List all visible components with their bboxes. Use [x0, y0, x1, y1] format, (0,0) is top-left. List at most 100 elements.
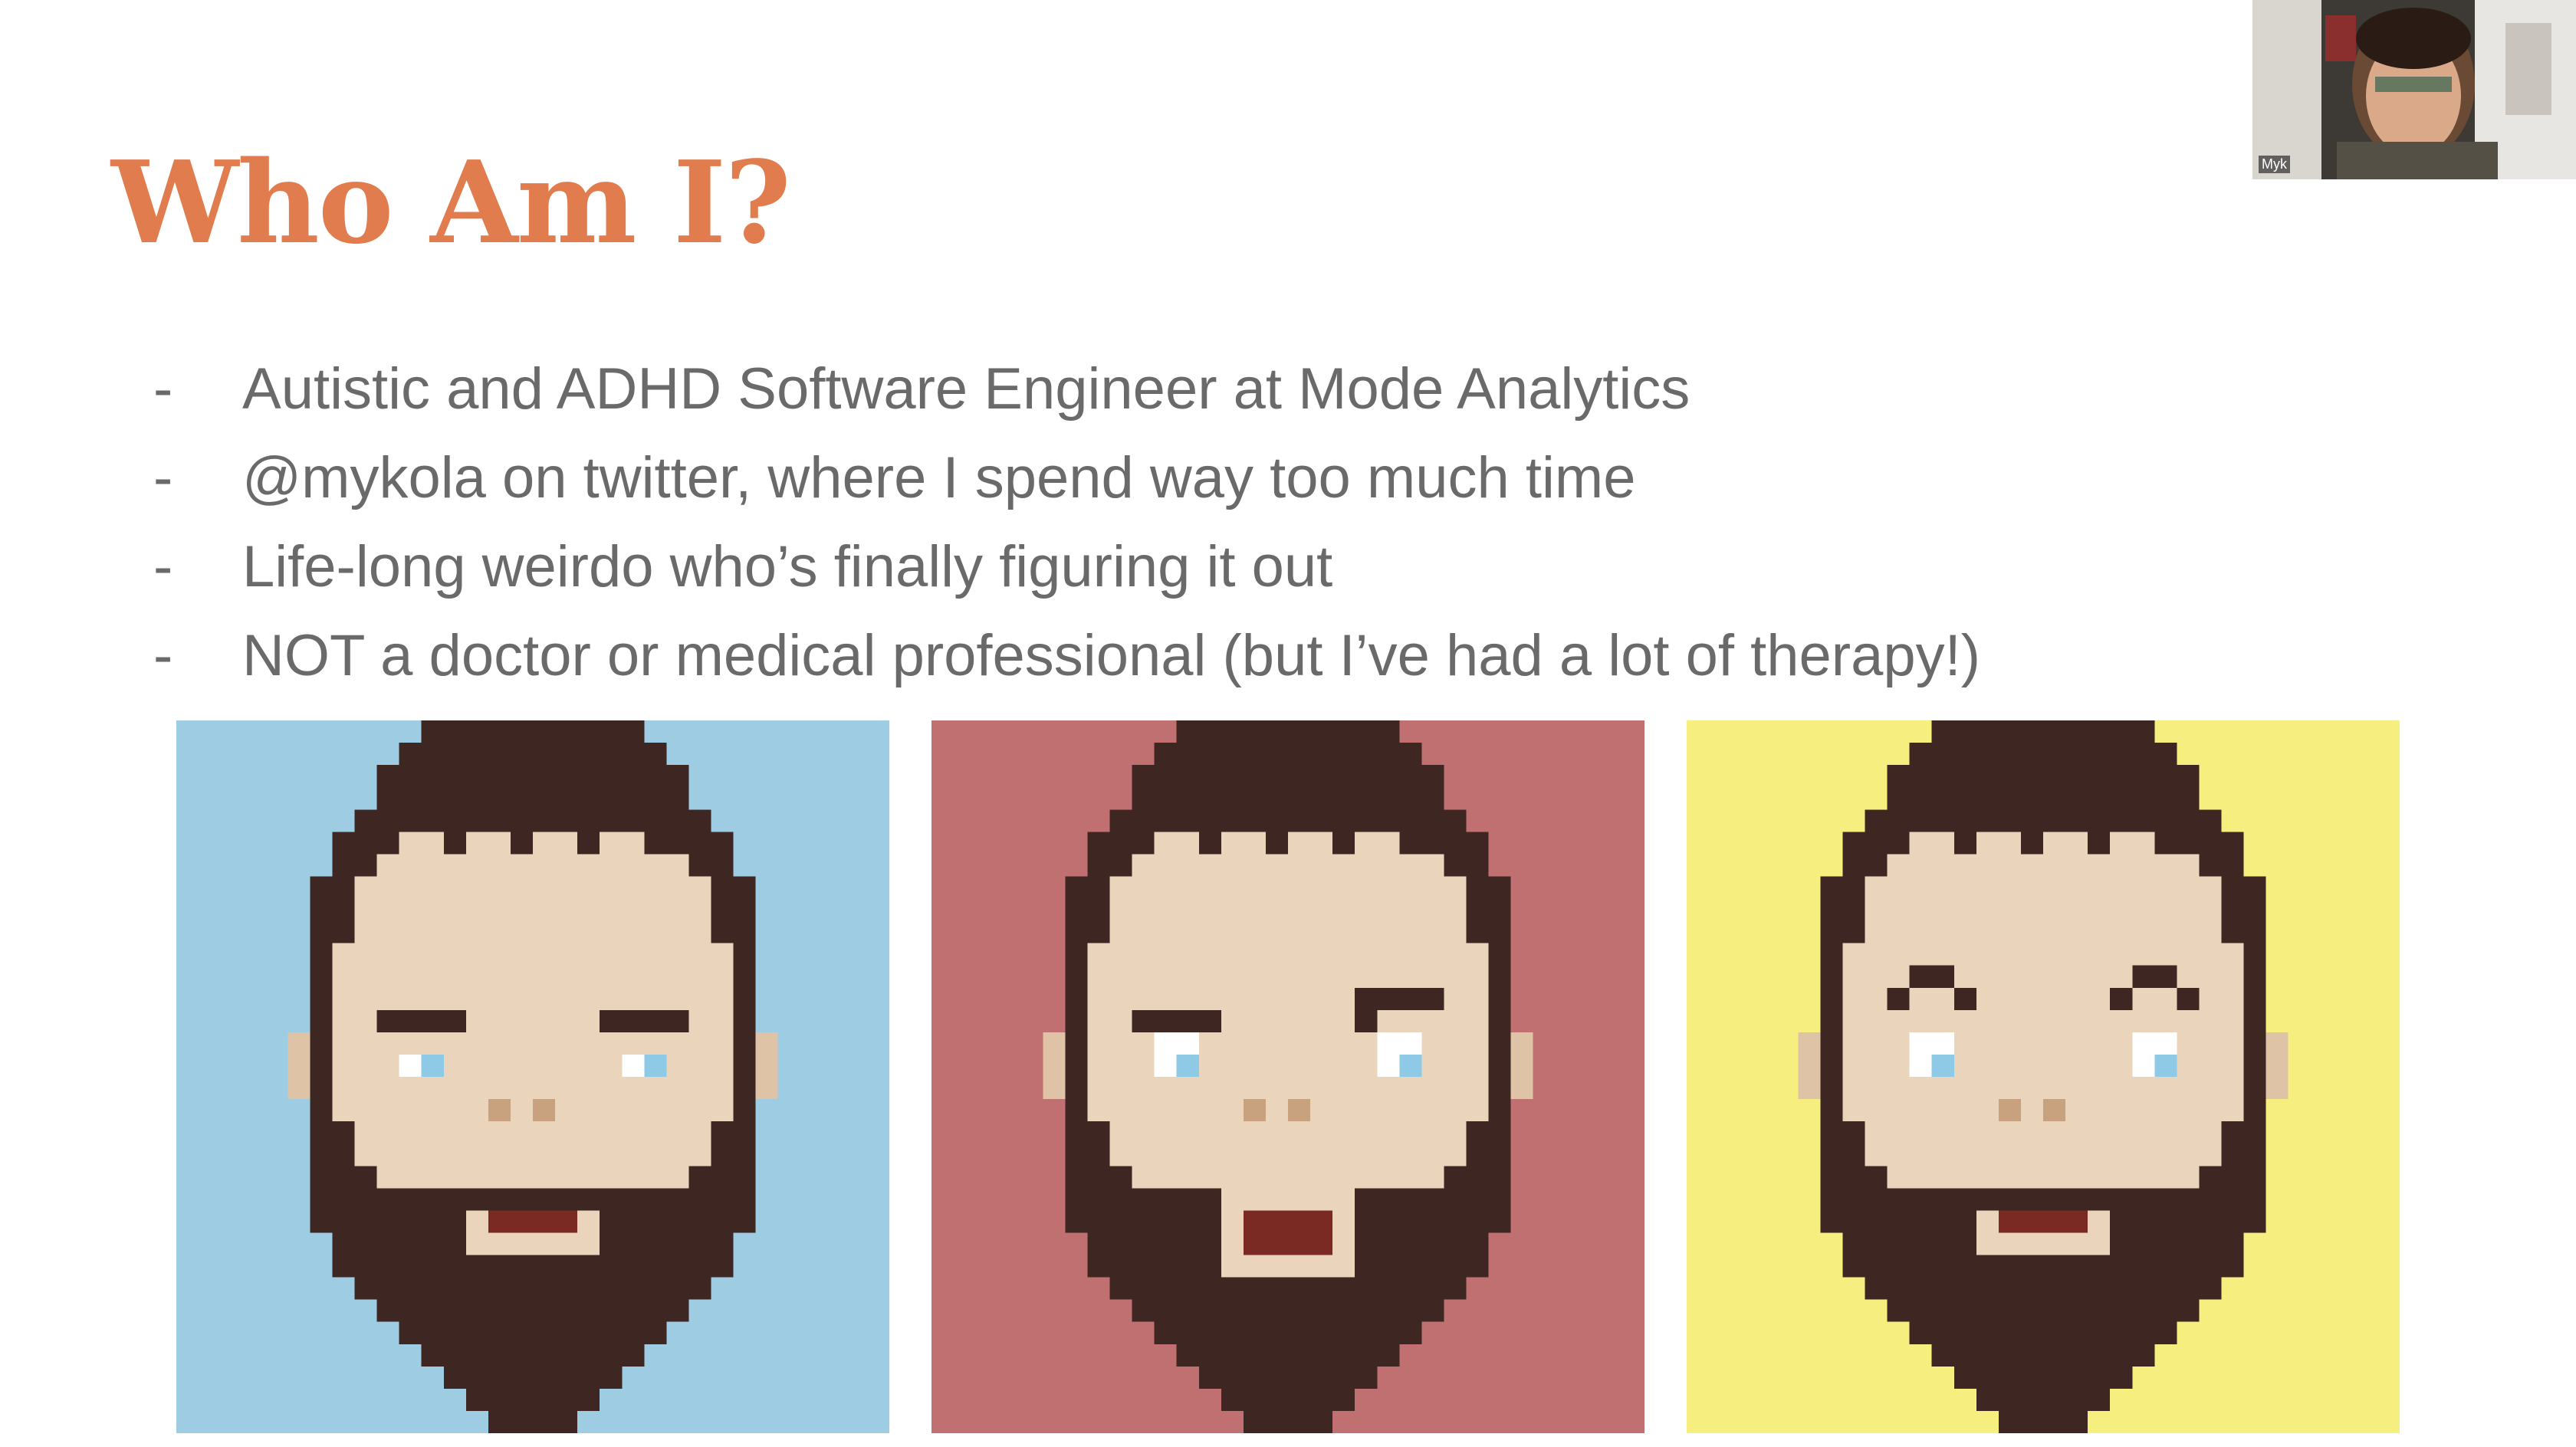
beard-hair: [1887, 787, 2200, 810]
face-skin: [1087, 1032, 1489, 1055]
right-eye: [622, 1054, 645, 1077]
participant-name-label: Myk: [2259, 156, 2290, 173]
beard-hair: [1887, 765, 2200, 788]
face-skin: [354, 920, 711, 943]
left-ear: [1798, 1032, 1821, 1100]
beard-hair: [1243, 1410, 1333, 1433]
face-skin: [332, 965, 734, 988]
slide-title: Who Am I?: [111, 136, 791, 269]
bullet-marker: -: [153, 356, 173, 422]
mouth: [1998, 1210, 2088, 1233]
hair-notch: [443, 832, 466, 855]
bullet-marker: -: [153, 534, 173, 599]
left-ear: [1043, 1032, 1066, 1100]
right-eyebrow: [2132, 965, 2177, 988]
left-ear: [288, 1032, 310, 1100]
pixel-avatar-surprised: [932, 720, 1644, 1433]
hair-notch: [644, 832, 667, 855]
face-skin: [332, 1054, 734, 1077]
right-ear: [1510, 1032, 1533, 1100]
face-skin: [1842, 965, 2244, 988]
hair-notch: [1399, 832, 1422, 855]
hair-notch: [1198, 832, 1221, 855]
left-eye: [1176, 1054, 1199, 1077]
right-eye: [2154, 1054, 2177, 1077]
face-skin: [354, 1143, 711, 1166]
bullet-text: Life-long weirdo who’s finally figuring …: [242, 534, 1333, 599]
beard-hair: [1132, 765, 1444, 788]
face-skin: [376, 1166, 689, 1189]
beard-hair: [1909, 1321, 2177, 1344]
bullet-text: NOT a doctor or medical professional (bu…: [242, 623, 1981, 688]
beard-hair: [488, 1410, 578, 1433]
beard-hair: [1109, 1277, 1467, 1300]
face-skin: [354, 1121, 711, 1144]
face-skin: [1865, 876, 2222, 899]
face-skin: [354, 898, 711, 921]
right-ear: [755, 1032, 778, 1100]
beard-hair: [465, 1388, 600, 1411]
beard-hair: [1887, 1299, 2200, 1322]
beard-hair: [376, 787, 689, 810]
webcam-video-tile[interactable]: Myk: [2252, 0, 2576, 179]
bullet-marker: -: [153, 445, 173, 510]
right-eyebrow: [2110, 987, 2133, 1010]
pixel-art-svg: [1687, 720, 2400, 1433]
face-skin: [1109, 876, 1467, 899]
pixel-art-svg: [932, 720, 1644, 1433]
face-skin: [1865, 1121, 2222, 1144]
nose: [533, 1099, 556, 1122]
right-eyebrow: [1355, 987, 1444, 1010]
face-skin: [1842, 1054, 2244, 1077]
nose: [2043, 1099, 2066, 1122]
hair-notch: [2088, 832, 2111, 855]
beard-hair: [1132, 1299, 1444, 1322]
face-skin: [1109, 1143, 1467, 1166]
beard-hair: [399, 743, 667, 766]
bullet-text: Autistic and ADHD Software Engineer at M…: [242, 356, 1691, 422]
face-skin: [1842, 1077, 2244, 1100]
beard-hair: [399, 1321, 667, 1344]
hair-notch: [1332, 832, 1355, 855]
beard-hair: [1154, 1321, 1422, 1344]
face-skin: [1865, 898, 2222, 921]
beard-hair: [1953, 1366, 2133, 1389]
nose: [488, 1099, 511, 1122]
beard-hair: [310, 1188, 756, 1211]
beard-hair: [1109, 809, 1467, 832]
beard-hair: [1865, 809, 2222, 832]
beard-hair: [376, 765, 689, 788]
hair-notch: [1953, 832, 1976, 855]
nose: [1288, 1099, 1311, 1122]
pixel-avatar-eyebrows-raised: [1687, 720, 2400, 1433]
left-eyebrow: [376, 1009, 466, 1032]
beard-hair: [1909, 743, 2177, 766]
right-ear: [2266, 1032, 2288, 1100]
right-eye: [1399, 1054, 1422, 1077]
right-eyebrow: [600, 1009, 689, 1032]
mouth-open: [1243, 1210, 1333, 1255]
bullet-marker: -: [153, 623, 173, 688]
left-eyebrow: [1132, 1009, 1221, 1032]
beard-hair: [1154, 743, 1422, 766]
face-skin: [354, 876, 711, 899]
face-skin: [1087, 965, 1489, 988]
beard-hair: [332, 1255, 734, 1278]
face-skin: [1087, 943, 1489, 966]
left-eyebrow: [1953, 987, 1976, 1010]
hair-notch: [1265, 832, 1288, 855]
bullet-text: @mykola on twitter, where I spend way to…: [242, 445, 1636, 510]
face-skin: [1087, 1077, 1489, 1100]
face-skin: [1842, 1032, 2244, 1055]
face-skin: [1109, 898, 1467, 921]
nose: [1998, 1099, 2021, 1122]
beard-hair: [421, 720, 645, 743]
beard-hair: [1221, 1388, 1355, 1411]
left-eyebrow: [1909, 965, 1954, 988]
beard-hair: [1176, 720, 1400, 743]
beard-hair: [1820, 1188, 2266, 1211]
face-skin: [332, 1032, 734, 1055]
mouth: [488, 1210, 578, 1233]
pixel-art-svg: [176, 720, 889, 1433]
